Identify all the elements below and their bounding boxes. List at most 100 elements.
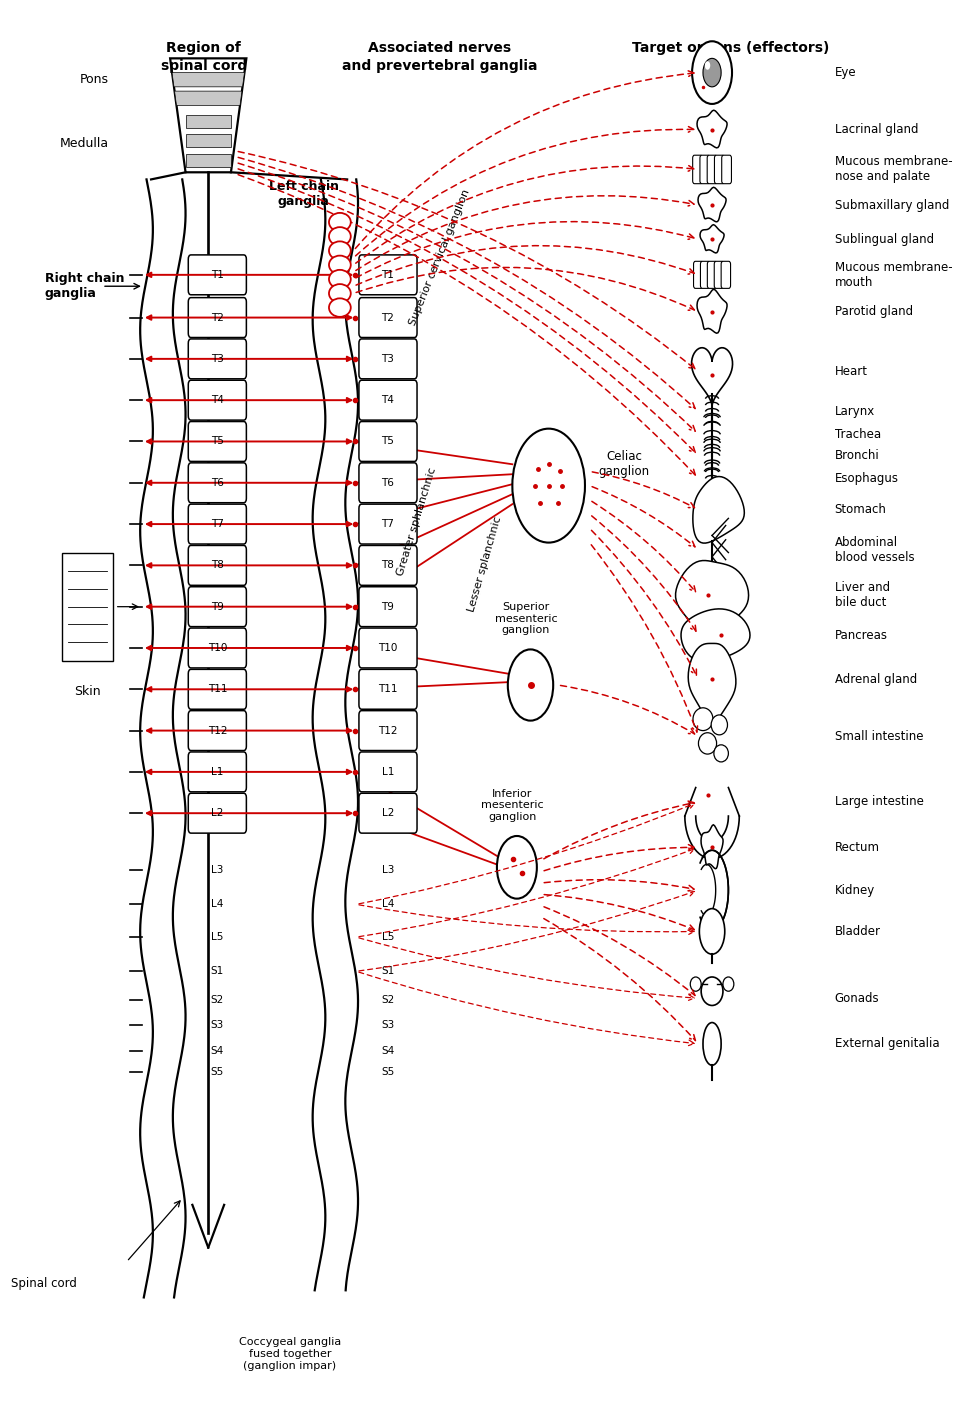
FancyBboxPatch shape [359,462,417,502]
Ellipse shape [328,284,351,303]
Text: L2: L2 [382,808,393,818]
Text: Spinal cord: Spinal cord [11,1277,77,1290]
Polygon shape [687,644,735,723]
Circle shape [704,61,709,70]
Text: Bronchi: Bronchi [833,450,879,462]
FancyBboxPatch shape [359,586,417,626]
FancyBboxPatch shape [714,156,724,184]
Text: T2: T2 [210,313,224,323]
Text: Esophagus: Esophagus [833,472,897,485]
FancyBboxPatch shape [700,261,709,288]
Text: T5: T5 [381,437,394,447]
Circle shape [703,59,720,87]
Text: Greater sphlanchnic: Greater sphlanchnic [395,465,438,577]
Text: Lacrinal gland: Lacrinal gland [833,123,917,136]
Text: Larynx: Larynx [833,405,874,418]
Text: T12: T12 [378,725,397,735]
FancyBboxPatch shape [188,628,246,668]
FancyBboxPatch shape [359,421,417,461]
Text: Gonads: Gonads [833,992,878,1005]
Text: Heart: Heart [833,365,866,378]
FancyBboxPatch shape [359,711,417,751]
Ellipse shape [328,227,351,245]
Text: L2: L2 [211,808,223,818]
FancyBboxPatch shape [188,752,246,792]
Ellipse shape [710,715,727,735]
FancyBboxPatch shape [359,752,417,792]
Ellipse shape [328,270,351,288]
FancyBboxPatch shape [359,255,417,295]
Polygon shape [697,290,727,332]
FancyBboxPatch shape [188,504,246,544]
FancyBboxPatch shape [359,669,417,709]
Text: T9: T9 [210,602,224,612]
Ellipse shape [703,1023,720,1066]
Text: Large intestine: Large intestine [833,795,922,808]
FancyBboxPatch shape [693,261,703,288]
Text: Superior
mesenteric
ganglion: Superior mesenteric ganglion [494,602,557,635]
FancyBboxPatch shape [188,255,246,295]
Polygon shape [170,59,246,173]
Text: T6: T6 [381,478,394,488]
Text: T7: T7 [381,519,394,529]
Text: T2: T2 [381,313,394,323]
FancyBboxPatch shape [188,711,246,751]
Polygon shape [674,561,748,635]
Polygon shape [700,224,723,253]
FancyBboxPatch shape [188,545,246,585]
Polygon shape [691,348,732,405]
Text: T1: T1 [210,270,224,280]
Text: Stomach: Stomach [833,504,886,517]
Text: Region of
spinal cord: Region of spinal cord [161,41,246,73]
Text: S1: S1 [210,966,224,976]
Text: Skin: Skin [75,685,101,698]
Text: Bladder: Bladder [833,925,880,938]
Polygon shape [698,187,726,221]
Text: T3: T3 [381,354,394,364]
FancyBboxPatch shape [188,586,246,626]
FancyBboxPatch shape [721,156,731,184]
Text: T4: T4 [381,395,394,405]
Text: Mucous membrane-
mouth: Mucous membrane- mouth [833,261,952,288]
Text: L4: L4 [211,899,223,909]
Ellipse shape [722,977,734,992]
Text: Pancreas: Pancreas [833,629,887,642]
Text: S2: S2 [210,995,224,1005]
Text: T8: T8 [210,561,224,571]
Ellipse shape [692,708,712,731]
Polygon shape [185,154,231,167]
Text: S3: S3 [381,1020,394,1030]
Ellipse shape [328,241,351,260]
Text: L5: L5 [211,932,223,942]
Polygon shape [680,609,749,662]
Text: Sublingual gland: Sublingual gland [833,233,933,245]
Text: Associated nerves
and prevertebral ganglia: Associated nerves and prevertebral gangl… [342,41,537,73]
Circle shape [496,836,536,899]
Text: T8: T8 [381,561,394,571]
Ellipse shape [698,732,716,753]
Text: Celiac
ganglion: Celiac ganglion [598,451,649,478]
FancyBboxPatch shape [706,261,716,288]
Text: Right chain
ganglia: Right chain ganglia [45,273,124,300]
Circle shape [691,41,732,104]
Text: T10: T10 [378,644,397,654]
Text: S2: S2 [381,995,394,1005]
Text: L3: L3 [382,865,393,875]
Text: T11: T11 [207,685,227,695]
Text: T10: T10 [207,644,227,654]
Text: Medulla: Medulla [59,137,109,150]
Text: External genitalia: External genitalia [833,1037,938,1050]
Text: L1: L1 [382,766,393,776]
Text: T12: T12 [207,725,227,735]
Ellipse shape [701,977,722,1006]
Text: Abdominal
blood vessels: Abdominal blood vessels [833,535,914,564]
Text: T4: T4 [210,395,224,405]
FancyBboxPatch shape [706,156,716,184]
Polygon shape [701,825,722,869]
Text: Lesser splanchnic: Lesser splanchnic [466,515,503,612]
Text: L4: L4 [382,899,393,909]
FancyBboxPatch shape [692,156,702,184]
Text: T5: T5 [210,437,224,447]
Text: Small intestine: Small intestine [833,729,922,743]
Text: Submaxillary gland: Submaxillary gland [833,198,948,211]
